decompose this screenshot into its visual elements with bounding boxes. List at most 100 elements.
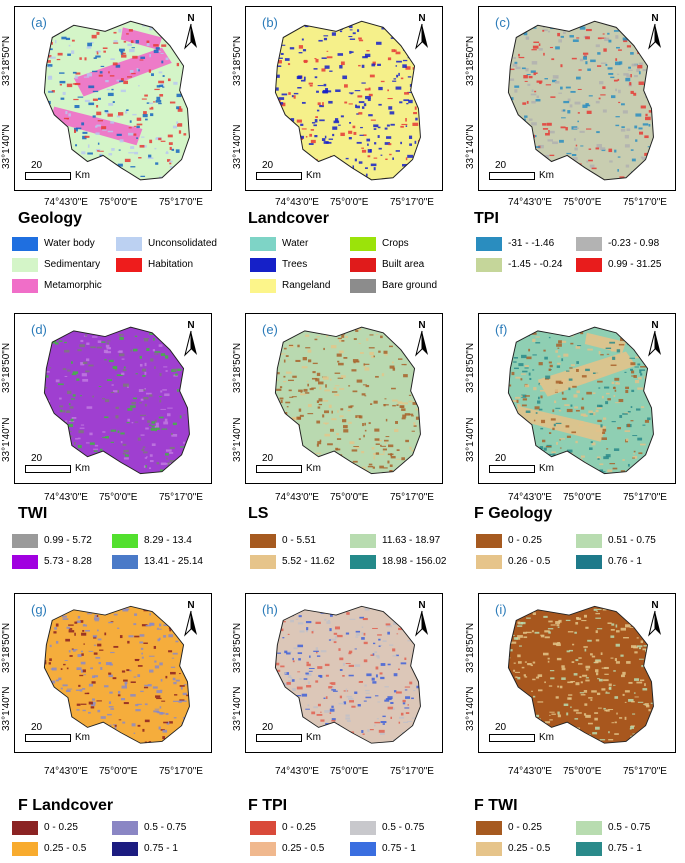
legend-label: 0 - 0.25: [508, 535, 542, 546]
scale-bar: 20 Km: [23, 453, 97, 475]
scale-unit: Km: [539, 170, 554, 181]
legend-label: 0.51 - 0.75: [608, 535, 656, 546]
legend-label: 0.5 - 0.75: [608, 822, 651, 833]
panel-label: (e): [262, 322, 278, 337]
legend-label: 0.75 - 1: [608, 843, 642, 854]
legend-swatch: [350, 279, 376, 293]
legend-label: Bare ground: [382, 280, 438, 291]
legend-label: Water: [282, 238, 309, 249]
north-label: N: [651, 600, 658, 611]
legend-label: Water body: [44, 238, 95, 249]
scale-bar-rect: [25, 734, 71, 742]
scale-bar: 20 Km: [254, 453, 328, 475]
legend-swatch: [350, 842, 376, 856]
legend-label: 8.29 - 13.4: [144, 535, 192, 546]
north-arrow-icon: N: [181, 318, 201, 358]
longitude-label-2: 75°0'0"E: [563, 197, 602, 208]
north-label: N: [651, 320, 658, 331]
scale-bar-rect: [489, 465, 535, 473]
legend-label: 0.25 - 0.5: [44, 843, 87, 854]
legend-label: 0 - 0.25: [508, 822, 542, 833]
longitude-label-3: 75°17'0"E: [159, 197, 203, 208]
latitude-label-top: 33°18'50"N: [465, 342, 476, 393]
longitude-label-3: 75°17'0"E: [623, 766, 667, 777]
scale-number: 20: [495, 453, 507, 464]
legend-swatch: [576, 555, 602, 569]
legend-swatch: [476, 842, 502, 856]
scale-number: 20: [262, 722, 274, 733]
study-area-map: [507, 20, 654, 181]
study-area-map: [507, 605, 654, 744]
north-arrow-icon: N: [645, 598, 665, 638]
legend-swatch: [576, 821, 602, 835]
scale-bar: 20 Km: [487, 160, 561, 182]
legend-label: -31 - -1.46: [508, 238, 555, 249]
study-area-map: [274, 326, 421, 475]
longitude-label-2: 75°0'0"E: [99, 492, 138, 503]
legend-label: 13.41 - 25.14: [144, 556, 203, 567]
latitude-label-top: 33°18'50"N: [1, 342, 12, 393]
scale-bar-rect: [489, 734, 535, 742]
north-arrow-icon: N: [181, 11, 201, 51]
legend-label: 0.25 - 0.5: [508, 843, 551, 854]
longitude-label-3: 75°17'0"E: [390, 492, 434, 503]
legend-swatch: [350, 534, 376, 548]
longitude-label-3: 75°17'0"E: [623, 197, 667, 208]
legend-swatch: [12, 237, 38, 251]
scale-bar: 20 Km: [254, 160, 328, 182]
scale-unit: Km: [75, 463, 90, 474]
legend-swatch: [12, 555, 38, 569]
legend-label: Crops: [382, 238, 409, 249]
legend-label: Metamorphic: [44, 280, 102, 291]
latitude-label-bottom: 33°1'40"N: [465, 417, 476, 463]
legend-label: 0.99 - 5.72: [44, 535, 92, 546]
study-area-map: [507, 326, 654, 475]
north-arrow-icon: N: [645, 318, 665, 358]
longitude-label-1: 74°43'0"E: [508, 492, 552, 503]
longitude-label-3: 75°17'0"E: [623, 492, 667, 503]
map-panel-3: (c) N 20 Km: [478, 6, 676, 191]
panel-label: (f): [495, 322, 508, 337]
legend-label: 0 - 0.25: [282, 822, 316, 833]
legend-swatch: [476, 821, 502, 835]
scale-bar: 20 Km: [23, 160, 97, 182]
legend-label: 0.75 - 1: [144, 843, 178, 854]
map-panel-1: (a) N 20 Km: [14, 6, 212, 191]
scale-bar-rect: [256, 734, 302, 742]
scale-bar: 20 Km: [487, 722, 561, 744]
longitude-label-2: 75°0'0"E: [330, 766, 369, 777]
legend-swatch: [250, 237, 276, 251]
legend-label: Built area: [382, 259, 425, 270]
legend-swatch: [250, 279, 276, 293]
latitude-label-top: 33°18'50"N: [232, 35, 243, 86]
longitude-label-1: 74°43'0"E: [508, 766, 552, 777]
legend-label: 11.63 - 18.97: [382, 535, 441, 546]
north-label: N: [187, 320, 194, 331]
map-panel-4: (d) N 20 Km: [14, 313, 212, 484]
longitude-label-2: 75°0'0"E: [99, 197, 138, 208]
longitude-label-1: 74°43'0"E: [275, 197, 319, 208]
legend-label: 0 - 5.51: [282, 535, 316, 546]
legend-swatch: [576, 237, 602, 251]
longitude-label-3: 75°17'0"E: [159, 766, 203, 777]
legend-swatch: [12, 534, 38, 548]
legend-swatch: [112, 555, 138, 569]
legend-swatch: [12, 821, 38, 835]
legend-label: 0.75 - 1: [382, 843, 416, 854]
map-panel-2: (b) N 20 Km: [245, 6, 443, 191]
map-panel-7: (g) N 20 Km: [14, 593, 212, 753]
legend-swatch: [116, 258, 142, 272]
legend-swatch: [576, 258, 602, 272]
north-label: N: [418, 320, 425, 331]
latitude-label-top: 33°18'50"N: [1, 35, 12, 86]
longitude-label-1: 74°43'0"E: [275, 492, 319, 503]
panel-label: (i): [495, 602, 507, 617]
scale-number: 20: [31, 160, 43, 171]
legend-swatch: [250, 258, 276, 272]
legend-label: -0.23 - 0.98: [608, 238, 660, 249]
panel-title: TPI: [474, 210, 499, 227]
scale-number: 20: [495, 722, 507, 733]
scale-number: 20: [31, 722, 43, 733]
scale-bar-rect: [256, 172, 302, 180]
scale-unit: Km: [306, 463, 321, 474]
